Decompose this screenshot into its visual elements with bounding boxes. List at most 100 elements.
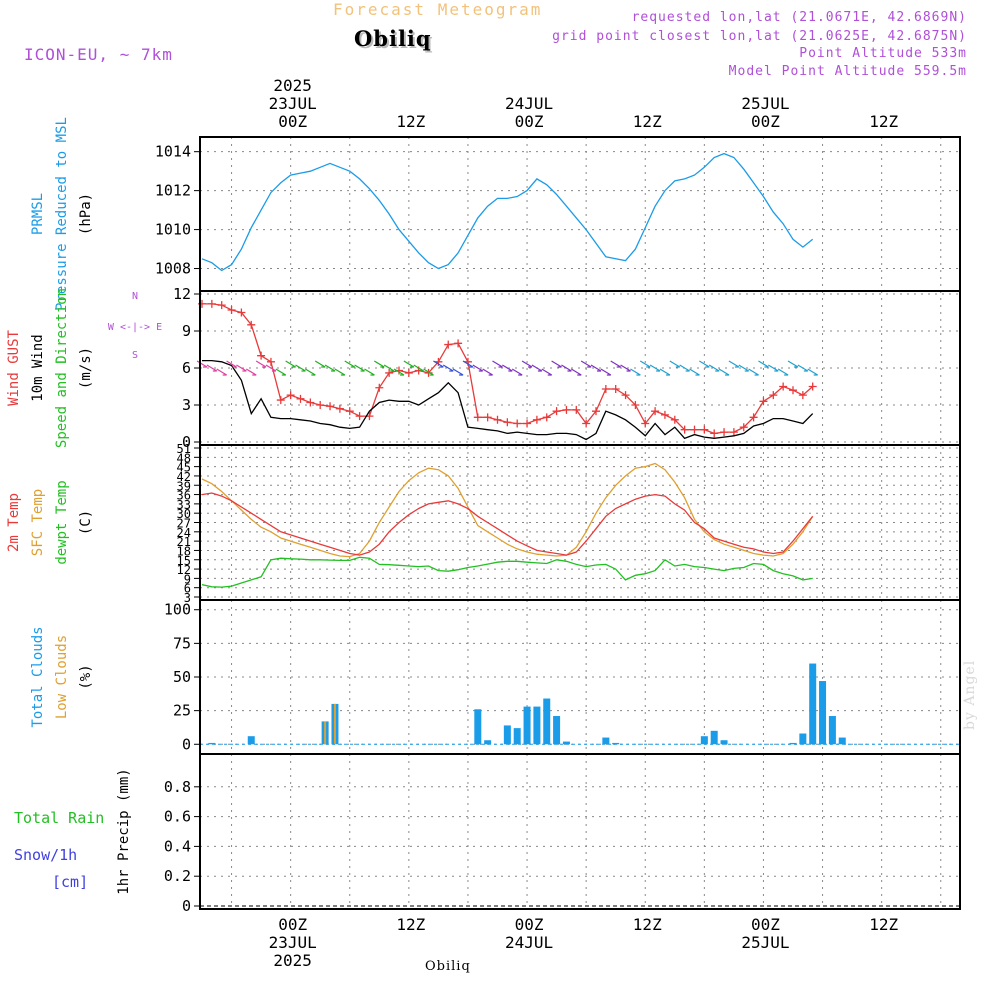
gust-marker <box>542 413 551 422</box>
wind-direction-arrow <box>275 368 287 376</box>
y-axis-title: (m/s) <box>78 347 94 389</box>
wind-direction-arrow <box>610 360 622 368</box>
wind-direction-arrow <box>620 364 631 372</box>
y-axis-title: Wind GUST <box>6 330 22 406</box>
wind-direction-arrow <box>305 368 316 376</box>
wind-direction-arrow <box>236 364 247 372</box>
y-tick-label: 0 <box>182 897 191 915</box>
gust-marker <box>582 419 591 428</box>
wind-direction-arrow <box>748 368 759 376</box>
gust-marker <box>316 401 325 409</box>
gust-marker <box>769 391 778 400</box>
series-pressure <box>201 152 814 272</box>
gust-marker <box>227 306 236 315</box>
y-tick-label: 6 <box>184 582 191 596</box>
gust-marker <box>700 425 709 434</box>
wind-direction-arrow <box>433 360 444 368</box>
panel-precip: 0 0.2 0.4 0.6 0.8 1hr Precip (mm) Total Rain Sn… <box>14 753 961 915</box>
wind-direction-arrow <box>699 360 710 368</box>
time-label-bottom: 12Z <box>869 915 898 934</box>
y-axis-title: (%) <box>78 664 94 689</box>
y-tick-label: 1012 <box>155 182 191 200</box>
wind-direction-arrow <box>393 368 405 376</box>
point-altitude: Point Altitude 533m <box>799 46 967 61</box>
y-tick-label: 30 <box>177 507 191 521</box>
gust-marker <box>621 391 630 400</box>
y-axis-title: 10m Wind <box>30 334 46 401</box>
gust-marker <box>670 415 679 424</box>
wind-direction-arrow <box>354 364 365 372</box>
gust-marker <box>503 418 512 427</box>
gust-marker <box>562 405 571 414</box>
cloud-bar <box>838 737 846 745</box>
wind-direction-arrow <box>787 360 799 368</box>
panel-pressure: 1008 1010 1012 1014 PRMSL Pressure Reduced to… <box>30 117 961 311</box>
wind-direction-arrow <box>442 364 454 372</box>
gust-marker <box>286 391 295 400</box>
y-tick-label: 50 <box>173 668 191 686</box>
y-tick-label: 24 <box>177 526 191 540</box>
y-tick-label: 1014 <box>155 143 191 161</box>
wind-direction-arrow <box>364 368 375 376</box>
cloud-bar <box>543 698 551 745</box>
gridpoint-coords: grid point closest lon,lat (21.0625E, 42… <box>552 29 967 44</box>
gust-marker <box>404 368 413 377</box>
cloud-bar <box>503 725 511 745</box>
cloud-bar <box>553 716 561 745</box>
y-tick-label: 0 <box>182 735 191 753</box>
y-tick-label: 3 <box>184 591 191 605</box>
wind-direction-arrow <box>403 360 415 368</box>
wind-direction-arrow <box>334 368 346 376</box>
wind-direction-arrow <box>689 368 700 376</box>
compass-we: W <-|-> E <box>108 322 162 333</box>
cloud-bar <box>720 740 728 745</box>
cloud-bar <box>208 742 216 745</box>
y-tick-label: 12 <box>173 285 191 303</box>
time-label-top: 00Z <box>751 112 780 131</box>
gust-marker <box>355 412 364 421</box>
time-label-top: 12Z <box>869 112 898 131</box>
wind-direction-arrow <box>521 360 533 368</box>
gust-marker <box>660 410 669 419</box>
y-tick-label: 9 <box>182 322 191 340</box>
cloud-bar <box>247 736 255 745</box>
y-tick-label: 33 <box>177 498 191 512</box>
cloud-bar <box>819 681 827 745</box>
time-label-bottom: 00Z <box>751 915 780 934</box>
wind-direction-arrow <box>590 364 602 372</box>
y-axis-title: SFC Temp <box>30 489 46 556</box>
wind-direction-arrow <box>767 364 779 372</box>
footer-location: Obiliq <box>425 959 471 974</box>
wind-direction-arrow <box>492 360 503 368</box>
gust-marker <box>749 413 758 422</box>
gust-marker <box>237 308 246 317</box>
series-wind <box>202 359 814 441</box>
y-tick-label: 15 <box>177 554 191 568</box>
wind-direction-arrow <box>373 360 385 368</box>
y-axis-title: 1hr Precip (mm) <box>116 768 132 894</box>
y-tick-label: 21 <box>177 535 191 549</box>
gust-marker <box>444 340 453 349</box>
cloud-bar <box>700 736 708 745</box>
gust-marker <box>641 419 650 428</box>
gust-marker <box>473 413 482 422</box>
wind-direction-arrow <box>649 364 661 372</box>
cloud-bar <box>533 706 541 745</box>
gust-marker <box>798 391 807 400</box>
wind-direction-arrow <box>679 364 690 372</box>
wind-direction-arrow <box>551 360 562 368</box>
cloud-bar <box>710 730 718 745</box>
y-tick-label: 1008 <box>155 260 191 278</box>
y-tick-label: 6 <box>182 359 191 377</box>
y-tick-label: 45 <box>177 461 191 475</box>
low-cloud-bar <box>324 721 327 745</box>
wind-direction-arrow <box>807 368 819 376</box>
wind-direction-arrow <box>708 364 720 372</box>
cloud-bar <box>513 728 521 745</box>
rain-label: Total Rain <box>14 809 104 827</box>
y-tick-label: 0.2 <box>164 867 191 885</box>
panel-frame <box>199 136 961 292</box>
time-label-bottom: 12Z <box>396 915 425 934</box>
gust-marker <box>690 425 699 434</box>
